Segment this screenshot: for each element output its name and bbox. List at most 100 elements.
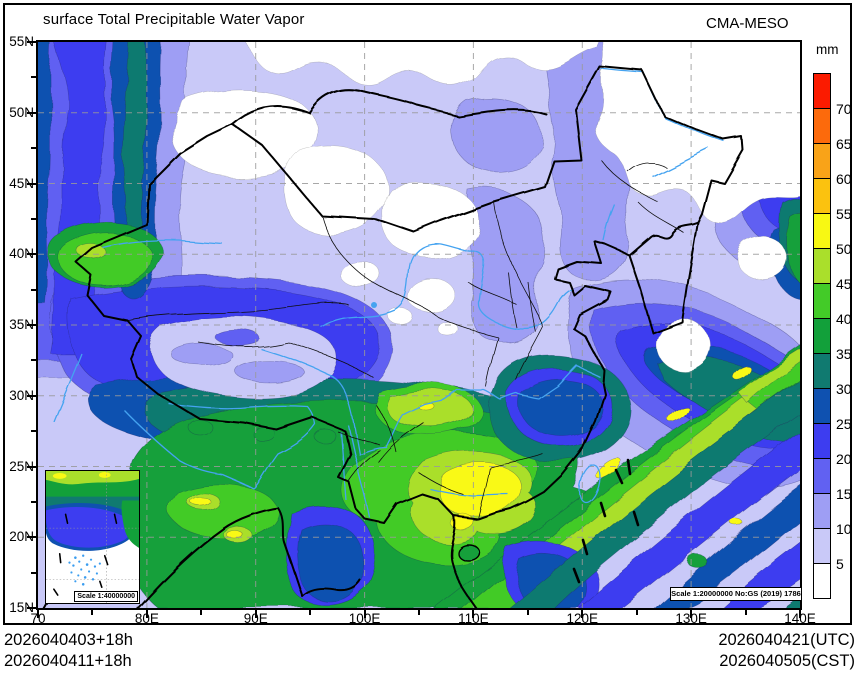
- lon-minor-tick: [744, 610, 747, 615]
- lat-major-tick: [27, 324, 36, 326]
- lat-minor-tick: [31, 147, 36, 150]
- colorbar-cell: [813, 353, 831, 389]
- colorbar-level-label: 5: [836, 556, 844, 572]
- model-name: CMA-MESO: [706, 15, 789, 32]
- colorbar-level-label: 65: [836, 136, 852, 152]
- run-time-cst: 2026040411+18h: [4, 652, 132, 670]
- colorbar-unit: mm: [816, 42, 839, 57]
- lat-minor-tick: [31, 359, 36, 362]
- lon-minor-tick: [309, 610, 312, 615]
- lon-tick-label: 120E: [566, 611, 599, 626]
- lon-tick-label: 140E: [784, 611, 816, 626]
- lon-major-tick: [581, 610, 584, 618]
- lat-major-tick: [27, 465, 36, 468]
- lat-major-tick: [27, 253, 36, 256]
- run-time-utc: 2026040403+18h: [4, 631, 133, 649]
- lon-minor-tick: [635, 610, 638, 615]
- island-dots: [68, 554, 101, 586]
- lat-minor-tick: [31, 430, 36, 433]
- run-timestamps: 2026040403+18h 2026040411+18h: [4, 630, 133, 672]
- colorbar-level-label: 10: [836, 521, 852, 537]
- lon-minor-tick: [526, 610, 529, 615]
- map-canvas: Scale 1:40000000 Scale 1:20000000 No:GS …: [36, 40, 802, 610]
- valid-time-utc: 2026040421(UTC): [718, 631, 855, 649]
- colorbar-cell: [813, 283, 831, 319]
- inset-scale-note: Scale 1:40000000: [74, 591, 138, 602]
- lat-tick-label: 15N: [9, 600, 34, 615]
- province-borders: [127, 161, 684, 520]
- lon-major-tick: [799, 610, 801, 618]
- lon-major-tick: [254, 610, 257, 618]
- lon-major-tick: [145, 610, 148, 618]
- lat-major-tick: [27, 111, 36, 114]
- colorbar-level-label: 70: [836, 101, 852, 117]
- lat-tick-label: 45N: [9, 175, 34, 191]
- lat-tick-label: 20N: [9, 529, 34, 545]
- lon-tick-label: 130E: [675, 611, 707, 626]
- colorbar-cell: [813, 388, 831, 424]
- contour-field: [38, 42, 800, 608]
- lat-tick-label: 50N: [9, 104, 34, 120]
- valid-time-cst: 2026040505(CST): [719, 652, 855, 670]
- colorbar-cell: [813, 108, 831, 144]
- lat-tick-label: 40N: [9, 246, 34, 262]
- map-scale-note: Scale 1:20000000 No:GS (2019) 1786: [670, 587, 802, 601]
- colorbar-level-label: 50: [836, 241, 852, 257]
- lat-major-tick: [27, 607, 36, 609]
- lon-major-tick: [363, 610, 366, 618]
- colorbar-cell: [813, 528, 831, 564]
- lat-major-tick: [27, 41, 36, 43]
- colorbar-level-label: 60: [836, 171, 852, 187]
- lat-major-tick: [27, 182, 36, 185]
- lon-major-tick: [472, 610, 475, 618]
- lat-minor-tick: [31, 217, 36, 220]
- lon-tick-label: 80E: [134, 611, 159, 626]
- dash-line-segments: [572, 458, 640, 584]
- colorbar-level-label: 40: [836, 311, 852, 327]
- colorbar-level-label: 35: [836, 346, 852, 362]
- colorbar-cell: [813, 318, 831, 354]
- lon-major-tick: [37, 610, 39, 618]
- country-borders: [42, 65, 744, 608]
- colorbar-cell: [813, 493, 831, 529]
- lat-minor-tick: [31, 76, 36, 79]
- colorbar-cell: [813, 458, 831, 494]
- colorbar-level-label: 25: [836, 416, 852, 432]
- lon-minor-tick: [200, 610, 203, 615]
- lon-minor-tick: [91, 610, 94, 615]
- colorbar-cell: [813, 213, 831, 249]
- colorbar-cell: [813, 178, 831, 214]
- colorbar: [813, 73, 831, 599]
- colorbar-cell: [813, 563, 831, 599]
- lat-minor-tick: [31, 500, 36, 503]
- lat-tick-label: 30N: [9, 387, 34, 403]
- colorbar-level-label: 15: [836, 486, 852, 502]
- lat-major-tick: [27, 536, 36, 539]
- lon-tick-label: 70: [30, 611, 46, 626]
- lon-tick-label: 90E: [243, 611, 268, 626]
- lon-tick-label: 100E: [348, 611, 381, 626]
- colorbar-cell: [813, 73, 831, 109]
- inset-art: [46, 471, 139, 603]
- lon-tick-label: 110E: [458, 611, 489, 626]
- lat-major-tick: [27, 394, 36, 397]
- lat-minor-tick: [31, 288, 36, 291]
- colorbar-level-label: 20: [836, 451, 852, 467]
- colorbar-cell: [813, 248, 831, 284]
- lon-minor-tick: [418, 610, 420, 615]
- colorbar-level-label: 45: [836, 276, 852, 292]
- colorbar-level-label: 30: [836, 381, 852, 397]
- colorbar-cell: [813, 423, 831, 459]
- valid-timestamps: 2026040421(UTC) 2026040505(CST): [718, 630, 855, 672]
- lat-tick-label: 35N: [9, 317, 34, 332]
- lat-tick-label: 55N: [9, 34, 34, 49]
- inset-map: Scale 1:40000000: [45, 470, 140, 604]
- page-title: surface Total Precipitable Water Vapor: [43, 11, 305, 28]
- lat-minor-tick: [31, 571, 36, 574]
- colorbar-level-label: 55: [836, 206, 852, 222]
- rivers: [53, 67, 726, 519]
- colorbar-cell: [813, 143, 831, 179]
- lon-major-tick: [690, 610, 693, 618]
- lat-tick-label: 25N: [9, 458, 34, 474]
